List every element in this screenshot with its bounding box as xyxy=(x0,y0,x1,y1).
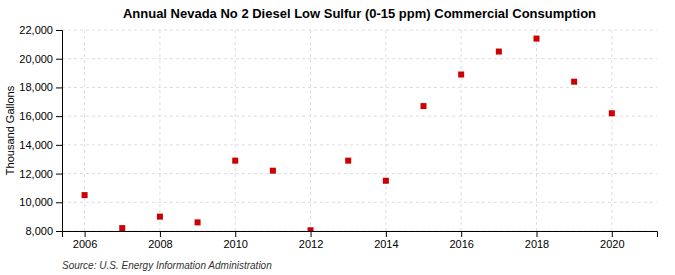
tick: 2018 xyxy=(525,231,549,250)
tick: 12,000 xyxy=(19,168,62,180)
grid-line xyxy=(310,30,311,231)
point xyxy=(383,178,389,184)
point xyxy=(308,227,314,231)
grid-line xyxy=(461,30,462,231)
tick: 2016 xyxy=(449,231,473,250)
plot-area: 2006 2008 2010 2012 2014 2016 2018 2020 8,000 10,… xyxy=(19,24,657,250)
grid xyxy=(62,30,657,231)
tick-label: 2018 xyxy=(525,238,549,250)
tick-mark xyxy=(386,231,387,237)
tick-mark xyxy=(536,231,537,237)
tick-label: 20,000 xyxy=(19,53,53,65)
source: Source: U.S. Energy Information Administ… xyxy=(62,260,272,271)
point xyxy=(458,72,464,78)
tick-mark xyxy=(311,231,312,237)
grid-line xyxy=(536,30,537,231)
tick-mark xyxy=(56,174,62,175)
point xyxy=(533,36,539,42)
x-axis: 2006 2008 2010 2012 2014 2016 2018 2020 xyxy=(63,231,658,250)
grid-line xyxy=(159,30,160,231)
tick: 8,000 xyxy=(25,225,62,237)
chart: 2006 2008 2010 2012 2014 2016 2018 2020 8,000 10,… xyxy=(0,0,675,275)
points xyxy=(82,36,615,231)
tick-mark xyxy=(56,116,62,117)
grid-line xyxy=(62,87,657,88)
tick-mark xyxy=(56,59,62,60)
grid-line xyxy=(84,30,85,231)
point xyxy=(119,225,125,231)
tick: 16,000 xyxy=(19,110,62,122)
grid-line xyxy=(62,58,657,59)
tick-label: 2006 xyxy=(73,238,97,250)
tick-label: 2020 xyxy=(600,238,624,250)
tick-mark xyxy=(85,231,86,237)
tick: 22,000 xyxy=(19,24,62,36)
tick: 14,000 xyxy=(19,139,62,151)
point xyxy=(232,158,238,164)
tick-label: 16,000 xyxy=(19,110,53,122)
grid-line xyxy=(235,30,236,231)
tick-mark xyxy=(56,87,62,88)
tick-mark xyxy=(235,231,236,237)
grid-line xyxy=(62,116,657,117)
tick-mark xyxy=(612,231,613,237)
tick-label: 2008 xyxy=(148,238,172,250)
grid-line xyxy=(62,202,657,203)
tick: 18,000 xyxy=(19,81,62,93)
tick-label: 22,000 xyxy=(19,24,53,36)
tick-mark xyxy=(160,231,161,237)
grid-line xyxy=(62,30,657,31)
y-axis-label: Thousand Gallons xyxy=(4,85,16,175)
tick-label: 8,000 xyxy=(25,225,53,237)
title: Annual Nevada No 2 Diesel Low Sulfur (0-… xyxy=(123,6,596,21)
tick-label: 18,000 xyxy=(19,81,53,93)
axis-line xyxy=(63,232,658,238)
point xyxy=(195,219,201,225)
tick: 20,000 xyxy=(19,53,62,65)
grid-line xyxy=(385,30,386,231)
point xyxy=(157,214,163,220)
tick-label: 14,000 xyxy=(19,139,53,151)
grid-line xyxy=(611,30,612,231)
point xyxy=(345,158,351,164)
tick: 2020 xyxy=(600,231,624,250)
tick-mark xyxy=(56,231,62,232)
grid-line xyxy=(62,144,657,145)
tick: 2012 xyxy=(299,231,323,250)
tick-mark xyxy=(56,202,62,203)
tick-label: 2014 xyxy=(374,238,398,250)
axis-line xyxy=(56,31,63,232)
point xyxy=(571,79,577,85)
tick-mark xyxy=(461,231,462,237)
tick-label: 12,000 xyxy=(19,168,53,180)
tick-mark xyxy=(56,145,62,146)
point xyxy=(609,110,615,116)
tick-mark xyxy=(56,30,62,31)
tick: 2014 xyxy=(374,231,398,250)
point xyxy=(421,103,427,109)
tick: 10,000 xyxy=(19,196,62,208)
point xyxy=(82,192,88,198)
tick-label: 2012 xyxy=(299,238,323,250)
tick: 2010 xyxy=(223,231,247,250)
point xyxy=(496,49,502,55)
grid-line xyxy=(62,173,657,174)
tick: 2008 xyxy=(148,231,172,250)
tick-label: 2010 xyxy=(223,238,247,250)
y-axis: 8,000 10,000 12,000 14,000 16,000 18,000 20,00… xyxy=(19,24,62,237)
tick-label: 10,000 xyxy=(19,196,53,208)
tick: 2006 xyxy=(73,231,97,250)
tick-label: 2016 xyxy=(449,238,473,250)
point xyxy=(270,168,276,174)
